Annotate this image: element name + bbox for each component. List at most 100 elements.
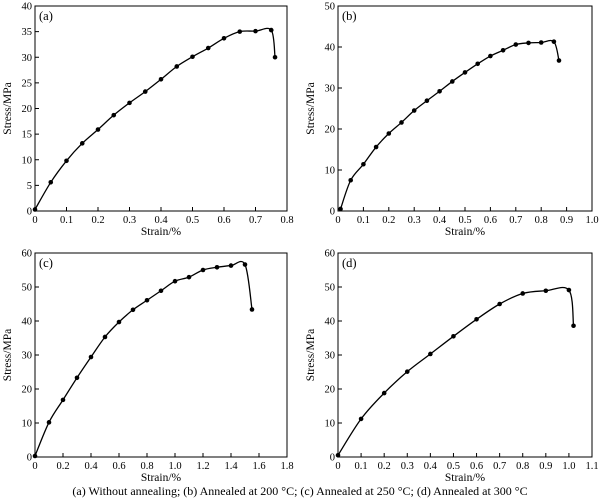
data-point	[538, 40, 544, 45]
x-tick-label: 0.4	[424, 461, 438, 472]
x-tick-label: 0.1	[357, 215, 370, 226]
data-point	[526, 40, 531, 46]
x-tick-label: 0	[335, 215, 340, 226]
data-point	[451, 334, 456, 339]
data-point	[74, 375, 80, 381]
y-tick-label: 50	[22, 283, 33, 294]
y-tick-label: 10	[22, 155, 33, 166]
x-tick-label: 0.9	[560, 215, 573, 226]
y-axis-label: Stress/MPa	[305, 82, 317, 134]
x-tick-label: 0.9	[539, 461, 552, 472]
data-point	[462, 70, 468, 75]
data-point	[488, 53, 493, 59]
panel-label: (c)	[39, 256, 53, 270]
x-tick-label: 0.3	[408, 215, 421, 226]
data-point	[361, 161, 366, 167]
x-tick-label: 0.8	[516, 461, 529, 472]
y-tick-label: 50	[325, 283, 336, 294]
y-tick-label: 25	[22, 78, 33, 89]
y-tick-label: 5	[27, 181, 32, 192]
data-point	[497, 301, 502, 307]
y-axis-label: Stress/MPa	[2, 329, 14, 381]
stress-strain-curve	[34, 260, 253, 457]
plot-frame	[337, 5, 593, 212]
data-point	[520, 291, 526, 296]
x-tick-label: 0.7	[493, 461, 506, 472]
x-tick-label: 1.6	[252, 461, 265, 472]
data-point	[144, 297, 150, 303]
subplot-a: 0 0.1 0.2 0.3 0.4 0.5 0.6 0.7 0.8 0 5 10 15 20 25 30 35 4…	[2, 2, 294, 239]
y-tick-label: 40	[325, 43, 336, 54]
data-point	[172, 278, 178, 284]
x-tick-label: 0.3	[401, 461, 414, 472]
data-point	[272, 54, 278, 60]
data-point	[249, 307, 255, 312]
x-tick-label: 0.8	[280, 215, 293, 226]
data-point	[566, 287, 572, 293]
x-tick-label: 0.5	[458, 215, 471, 226]
x-tick-label: 1.0	[585, 215, 598, 226]
y-tick-label: 40	[22, 2, 33, 13]
data-point	[253, 28, 258, 34]
data-point	[437, 88, 442, 94]
x-tick-label: 0.6	[484, 215, 497, 226]
x-tick-label: 0.2	[56, 461, 69, 472]
x-tick-label: 0.5	[447, 461, 460, 472]
data-point	[411, 108, 417, 113]
x-tick-label: 0.7	[509, 215, 522, 226]
y-tick-label: 35	[22, 27, 33, 38]
y-tick-label: 0	[330, 453, 335, 464]
data-point	[399, 120, 404, 125]
y-tick-label: 10	[325, 166, 336, 177]
data-point	[32, 453, 38, 459]
x-tick-label: 0	[32, 461, 37, 472]
data-point	[79, 141, 85, 146]
data-point	[551, 39, 557, 44]
data-point	[127, 100, 132, 106]
data-point	[335, 453, 341, 458]
x-tick-label: 0.2	[91, 215, 104, 226]
data-point	[46, 420, 52, 425]
data-point	[228, 263, 234, 268]
stress-strain-curve	[34, 27, 276, 210]
y-tick-label: 60	[22, 249, 33, 260]
data-point	[381, 390, 387, 396]
data-point	[186, 274, 192, 280]
y-tick-label: 20	[22, 104, 33, 115]
panel-label: (b)	[342, 9, 357, 23]
x-axis-label: Strain/%	[141, 226, 182, 238]
y-tick-label: 40	[22, 317, 33, 328]
data-point	[64, 158, 69, 164]
x-tick-label: 0.8	[140, 461, 153, 472]
x-tick-label: 0.6	[217, 215, 230, 226]
panel-label: (d)	[342, 256, 357, 270]
x-tick-label: 1.8	[280, 461, 293, 472]
y-tick-label: 10	[22, 419, 33, 430]
y-tick-label: 20	[22, 385, 33, 396]
data-point	[200, 267, 206, 273]
stress-strain-curve	[339, 39, 560, 210]
data-point	[205, 45, 211, 51]
x-tick-label: 0.5	[186, 215, 199, 226]
data-point	[116, 319, 122, 325]
y-tick-label: 60	[325, 249, 336, 260]
data-point	[556, 58, 562, 63]
x-tick-label: 0.4	[433, 215, 447, 226]
data-point	[571, 323, 576, 329]
subplot-c: 0 0.2 0.4 0.6 0.8 1.0 1.2 1.4 1.6 1.8 0 10 20 30 40 50 6…	[2, 249, 294, 485]
y-tick-label: 0	[330, 207, 335, 218]
x-tick-label: 1.0	[562, 461, 575, 472]
panel-label: (a)	[39, 9, 53, 23]
y-tick-label: 30	[325, 84, 336, 95]
data-point	[268, 27, 274, 33]
data-point	[190, 54, 195, 60]
data-point	[450, 79, 455, 84]
data-point	[237, 29, 243, 34]
data-point	[60, 397, 66, 403]
y-tick-label: 50	[325, 2, 336, 13]
data-point	[102, 334, 108, 340]
y-tick-label: 20	[325, 125, 336, 136]
x-tick-label: 0	[335, 461, 340, 472]
x-tick-label: 0.1	[60, 215, 73, 226]
x-tick-label: 0.8	[535, 215, 548, 226]
